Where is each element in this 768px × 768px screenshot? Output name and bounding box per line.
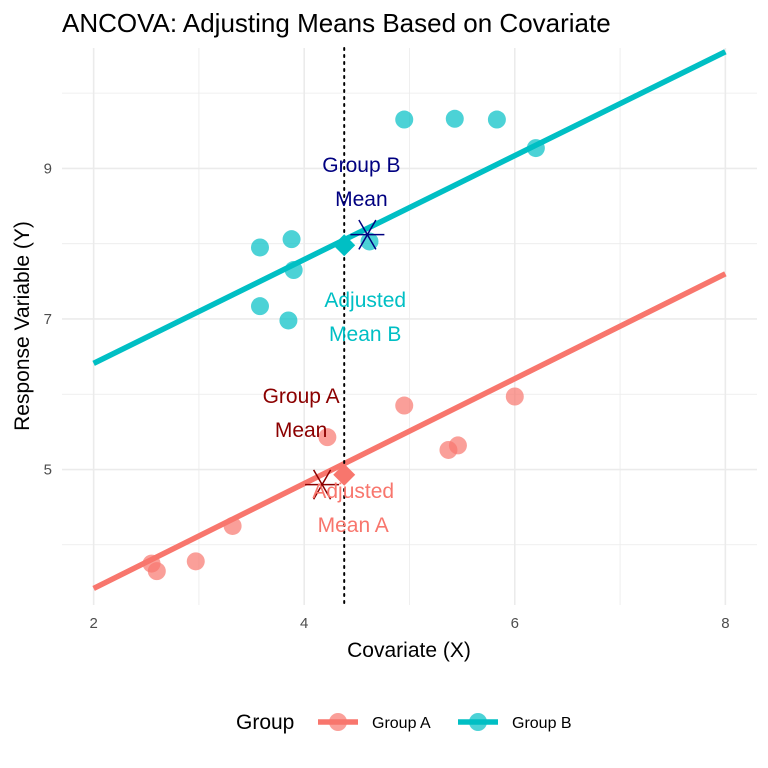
group-mean-star-stroke <box>312 469 332 500</box>
group-a-mean-label-line: Mean <box>275 419 328 442</box>
group-a-mean-label: Group A Mean <box>263 385 340 442</box>
data-point <box>147 562 166 581</box>
plot-marks: Group B Mean Adjusted Mean B Group A Mean Adju… <box>92 47 727 606</box>
x-tick-label: 2 <box>89 615 97 632</box>
tick-labels: 2 4 6 8 5 7 9 <box>44 160 730 632</box>
adjusted-mean-b-label-line: Mean B <box>329 323 401 346</box>
legend-label: Group B <box>512 715 572 732</box>
adjusted-mean-b-label-line: Adjusted <box>324 289 406 312</box>
legend-title: Group <box>236 711 294 734</box>
y-tick-label: 5 <box>44 462 52 479</box>
adjusted-mean-marker <box>333 463 356 486</box>
group-a-mean-label-line: Group A <box>263 385 340 408</box>
legend: Group Group A Group B <box>236 711 572 734</box>
group-mean-marker <box>350 219 385 250</box>
data-point <box>526 139 545 158</box>
x-tick-label: 8 <box>721 615 729 632</box>
data-point <box>284 261 303 280</box>
data-point <box>395 110 414 129</box>
y-tick-label: 9 <box>44 160 52 177</box>
data-point <box>318 428 337 447</box>
x-tick-label: 4 <box>300 615 308 632</box>
adjusted-mean-a-label: Adjusted Mean A <box>312 480 394 537</box>
data-point <box>279 311 298 330</box>
group-b-mean-label: Group B Mean <box>322 154 400 211</box>
chart-title: ANCOVA: Adjusting Means Based on Covaria… <box>62 8 611 38</box>
legend-key-point <box>469 713 487 731</box>
data-point <box>223 516 242 535</box>
adjusted-mean-b-label: Adjusted Mean B <box>324 289 406 346</box>
adjusted-mean-a-label-line: Adjusted <box>312 480 394 503</box>
group-mean-star-stroke <box>358 219 377 250</box>
data-point <box>505 387 524 406</box>
data-point <box>445 109 464 128</box>
legend-key-point <box>329 713 347 731</box>
data-point <box>395 396 414 415</box>
y-tick-label: 7 <box>44 311 52 328</box>
adjusted-mean-marker <box>333 234 356 257</box>
data-point <box>282 230 301 249</box>
data-point <box>487 110 506 129</box>
regression-line <box>92 271 727 591</box>
data-point <box>186 552 205 571</box>
group-b-mean-label-line: Group B <box>322 154 400 177</box>
data-point <box>250 297 269 316</box>
x-tick-label: 6 <box>511 615 519 632</box>
y-axis-title: Response Variable (Y) <box>11 221 34 431</box>
data-point <box>250 238 269 257</box>
regression-line <box>92 49 727 366</box>
x-axis-title: Covariate (X) <box>347 639 471 662</box>
legend-label: Group A <box>372 715 431 732</box>
data-point <box>448 436 467 455</box>
group-mean-marker <box>305 469 340 500</box>
group-b-mean-label-line: Mean <box>335 188 388 211</box>
adjusted-mean-a-label-line: Mean A <box>318 514 389 537</box>
